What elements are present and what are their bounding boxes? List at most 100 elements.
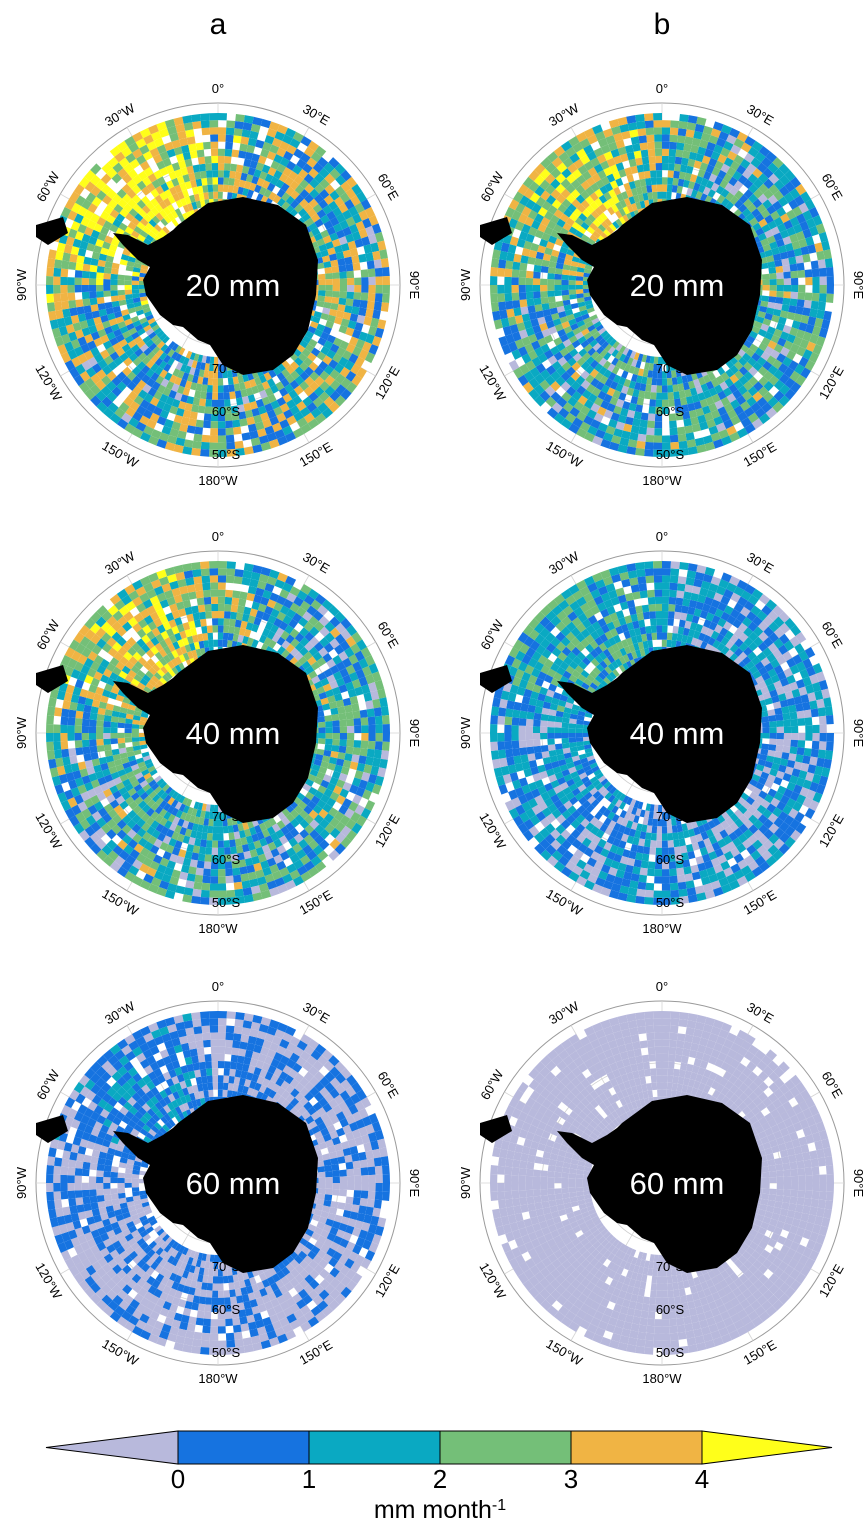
data-cell [337, 304, 346, 312]
data-cell [497, 285, 505, 294]
data-cell [268, 121, 280, 132]
data-cell [200, 568, 210, 577]
data-cell [239, 143, 248, 152]
data-cell [210, 876, 218, 884]
map-b-row1: 0°30°E60°E90°E120°E150°E180°W150°W120°W9… [458, 81, 866, 488]
data-cell [185, 577, 195, 586]
data-cell [349, 223, 359, 234]
data-cell [359, 747, 368, 757]
data-cell [53, 733, 61, 742]
data-cell [224, 156, 232, 164]
data-cell [340, 181, 352, 193]
data-cell [382, 285, 390, 295]
data-cell [308, 391, 319, 403]
data-cell [231, 597, 240, 606]
data-cell [210, 589, 218, 597]
data-cell [655, 170, 662, 178]
data-cell [124, 275, 133, 281]
data-cell [279, 387, 289, 397]
data-cell [669, 127, 679, 136]
data-cell [331, 745, 340, 753]
data-cell [669, 134, 678, 143]
data-cell [186, 584, 196, 593]
data-cell [271, 137, 283, 148]
data-cell [249, 182, 257, 192]
data-cell [210, 134, 218, 142]
data-cell [349, 247, 359, 257]
data-cell [340, 242, 350, 252]
data-cell [335, 373, 346, 385]
data-cell [789, 298, 798, 307]
data-cell [251, 175, 260, 185]
data-cell [193, 576, 203, 585]
data-cell [377, 319, 387, 330]
data-cell [345, 263, 354, 272]
data-cell [194, 390, 202, 399]
data-cell [761, 295, 770, 302]
data-cell [351, 754, 360, 763]
data-cell [318, 727, 326, 733]
data-cell [367, 325, 378, 336]
data-cell [519, 262, 528, 271]
data-cell [644, 170, 651, 179]
data-cell [561, 274, 570, 281]
data-cell [81, 285, 90, 293]
data-cell [323, 340, 334, 350]
data-cell [360, 199, 372, 211]
data-cell [638, 135, 648, 144]
data-cell [676, 426, 686, 435]
data-cell [218, 826, 224, 834]
data-cell [61, 708, 70, 718]
data-cell [345, 327, 355, 337]
data-cell [338, 264, 347, 273]
data-cell [776, 272, 784, 279]
data-cell [309, 371, 320, 382]
data-cell [202, 582, 211, 591]
data-cell [328, 200, 339, 211]
data-cell [201, 127, 211, 136]
data-cell [251, 385, 260, 395]
data-cell [68, 709, 77, 719]
data-cell [339, 340, 350, 351]
data-cell [307, 140, 320, 152]
data-cell [358, 755, 367, 765]
data-cell [354, 238, 364, 248]
map-a-row1: 0°30°E60°E90°E120°E150°E180°W150°W120°W9… [14, 81, 422, 488]
data-cell [635, 447, 645, 457]
data-cell [332, 353, 343, 364]
data-cell [83, 256, 92, 265]
data-cell [218, 428, 226, 436]
data-cell [211, 170, 218, 178]
data-cell [110, 273, 118, 280]
data-cell [322, 204, 333, 215]
data-cell [490, 293, 499, 303]
data-cell [224, 604, 232, 612]
data-cell [333, 223, 343, 233]
data-cell [276, 188, 286, 198]
data-cell [299, 339, 309, 349]
data-cell [249, 130, 259, 140]
data-cell [60, 276, 68, 285]
data-cell [218, 413, 226, 422]
data-cell [669, 427, 678, 436]
data-cell [351, 255, 360, 264]
data-cell [348, 353, 359, 364]
data-cell [339, 367, 351, 378]
data-cell [526, 298, 535, 307]
data-cell [249, 430, 259, 440]
data-cell [647, 141, 655, 150]
data-cell [368, 344, 379, 355]
data-cell [218, 883, 227, 891]
data-cell [324, 267, 333, 274]
data-cell [358, 210, 369, 221]
data-cell [96, 720, 104, 727]
data-cell [226, 448, 236, 457]
data-cell [62, 308, 71, 318]
data-cell [339, 219, 350, 230]
data-cell [325, 285, 333, 292]
data-cell [228, 177, 235, 186]
data-cell [264, 425, 275, 435]
data-cell [666, 632, 673, 641]
data-cell [89, 712, 98, 721]
data-cell [212, 625, 218, 633]
